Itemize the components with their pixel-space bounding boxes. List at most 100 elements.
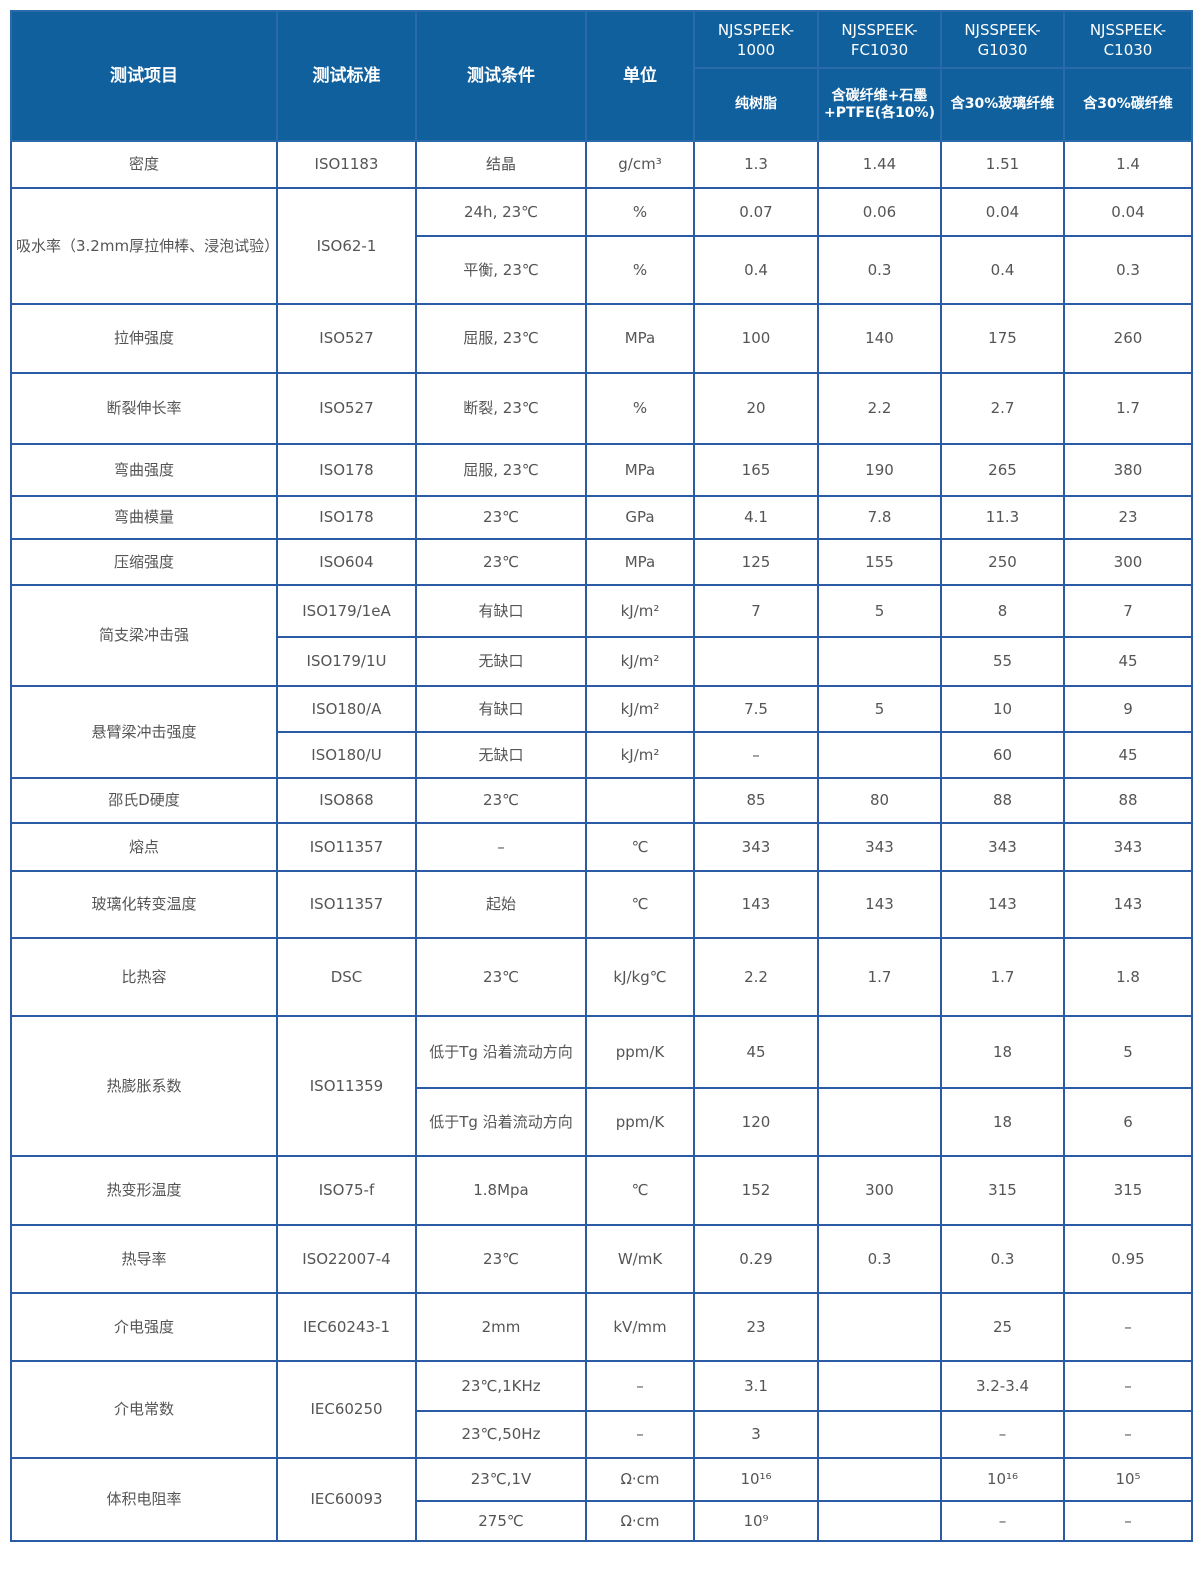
table-row: 密度 ISO1183 结晶 g/cm³ 1.3 1.44 1.51 1.4: [10, 140, 1193, 189]
test-item: 比热容: [10, 937, 278, 1017]
value-cell: 2.2: [817, 372, 942, 445]
test-condition: 屈服, 23℃: [415, 303, 587, 374]
table-row: 简支梁冲击强 ISO179/1eA 有缺口 kJ/m² 7 5 8 7: [10, 584, 1193, 687]
value-cell: –: [1063, 1500, 1193, 1542]
value-cell: 5: [1063, 1015, 1193, 1089]
table-row: 低于Tg 沿着流动方向 ppm/K 120 18 6: [11, 1087, 1193, 1157]
value-cell: 23: [693, 1292, 819, 1362]
value-cell: 1.8: [1063, 937, 1193, 1017]
test-item: 密度: [10, 140, 278, 189]
value-cell: 5: [817, 584, 942, 638]
test-standard: ISO1183: [276, 140, 417, 189]
table-row: 熔点 ISO11357– ℃ 343 343 343 343: [10, 822, 1193, 872]
test-standard: ISO179/1eA: [276, 584, 417, 638]
test-condition: 23℃: [415, 495, 587, 540]
value-cell: [817, 1087, 942, 1157]
table-row: 断裂伸长率 ISO527 断裂, 23℃% 20 2.2 2.7 1.7: [10, 372, 1193, 445]
test-standard: ISO11357: [276, 822, 417, 872]
test-standard: ISO868: [276, 777, 417, 824]
value-cell: 343: [693, 822, 819, 872]
test-standard: IEC60093: [276, 1457, 417, 1542]
value-cell: 3.1: [693, 1360, 819, 1412]
value-cell: 1.7: [940, 937, 1065, 1017]
test-standard: DSC: [276, 937, 417, 1017]
value-cell: 152: [693, 1155, 819, 1226]
test-condition: 屈服, 23℃: [415, 443, 587, 497]
header-model: NJSSPEEK-C1030: [1063, 10, 1193, 69]
value-cell: 0.29: [693, 1224, 819, 1294]
header-desc: 含30%碳纤维: [1063, 67, 1193, 142]
unit: g/cm³: [585, 140, 695, 189]
table-row: 热变形温度 ISO75-f 1.8Mpa ℃ 152 300 315 315: [10, 1155, 1193, 1226]
table-row: 弯曲模量 ISO178 23℃ GPa 4.1 7.8 11.3 23: [10, 495, 1193, 540]
value-cell: –: [1063, 1292, 1193, 1362]
test-standard: ISO178: [276, 495, 417, 540]
value-cell: [817, 731, 942, 779]
table-row: 比热容 DSC 23℃ kJ/kg℃ 2.2 1.7 1.7 1.8: [10, 937, 1193, 1017]
unit: %: [585, 235, 695, 305]
test-item: 介电强度: [10, 1292, 278, 1362]
test-condition: 起始: [415, 870, 587, 939]
header-desc: 含30%玻璃纤维: [940, 67, 1065, 142]
value-cell: 0.04: [940, 187, 1065, 237]
test-condition: 断裂, 23℃: [415, 372, 587, 445]
test-standard: ISO22007-4: [276, 1224, 417, 1294]
unit: ℃: [585, 870, 695, 939]
test-condition: 有缺口: [415, 584, 587, 638]
value-cell: 380: [1063, 443, 1193, 497]
value-cell: 10¹⁶: [693, 1457, 819, 1502]
table-row: 吸水率（3.2mm厚拉伸棒、浸泡试验） ISO62-1 24h, 23℃% 0.07 0…: [10, 187, 1193, 305]
value-cell: 260: [1063, 303, 1193, 374]
value-cell: [817, 1410, 942, 1459]
unit: ppm/K: [585, 1087, 695, 1157]
test-item: 压缩强度: [10, 538, 278, 586]
value-cell: 18: [940, 1015, 1065, 1089]
value-cell: 20: [693, 372, 819, 445]
test-standard: ISO62-1: [276, 187, 417, 305]
table-row: 体积电阻率 IEC60093 23℃,1V Ω·cm 10¹⁶ 10¹⁶ 10⁵: [10, 1457, 1193, 1542]
test-item: 玻璃化转变温度: [10, 870, 278, 939]
test-condition: 无缺口: [415, 731, 587, 779]
value-cell: 7: [693, 584, 819, 638]
header-model: NJSSPEEK-FC1030: [817, 10, 942, 69]
value-cell: 25: [940, 1292, 1065, 1362]
value-cell: 88: [940, 777, 1065, 824]
unit: Ω·cm: [585, 1500, 695, 1542]
value-cell: 5: [817, 685, 942, 733]
test-standard: IEC60243-1: [276, 1292, 417, 1362]
value-cell: 7: [1063, 584, 1193, 638]
unit: ℃: [585, 822, 695, 872]
table-row: 23℃,50Hz –3– –: [11, 1410, 1193, 1459]
test-standard: ISO180/U: [276, 731, 417, 779]
table-row: 邵氏D硬度 ISO868 23℃ 85 80 88 88: [10, 777, 1193, 824]
value-cell: [817, 1360, 942, 1412]
value-cell: 11.3: [940, 495, 1065, 540]
unit: –: [585, 1410, 695, 1459]
value-cell: 0.04: [1063, 187, 1193, 237]
test-item: 弯曲强度: [10, 443, 278, 497]
value-cell: 155: [817, 538, 942, 586]
value-cell: 88: [1063, 777, 1193, 824]
test-item: 熔点: [10, 822, 278, 872]
test-item: 热导率: [10, 1224, 278, 1294]
value-cell: 0.4: [940, 235, 1065, 305]
value-cell: 2.7: [940, 372, 1065, 445]
header-model: NJSSPEEK-G1030: [940, 10, 1065, 69]
value-cell: –: [693, 731, 819, 779]
test-condition: 无缺口: [415, 636, 587, 687]
unit: Ω·cm: [585, 1457, 695, 1502]
test-standard: ISO11357: [276, 870, 417, 939]
value-cell: 143: [940, 870, 1065, 939]
test-condition: 23℃,1V: [415, 1457, 587, 1502]
value-cell: –: [1063, 1360, 1193, 1412]
value-cell: 2.2: [693, 937, 819, 1017]
test-condition: 低于Tg 沿着流动方向: [415, 1087, 587, 1157]
unit: GPa: [585, 495, 695, 540]
test-standard: ISO180/A: [276, 685, 417, 733]
unit: kJ/m²: [585, 584, 695, 638]
value-cell: 143: [817, 870, 942, 939]
value-cell: 10⁹: [693, 1500, 819, 1542]
value-cell: 45: [1063, 636, 1193, 687]
value-cell: 1.7: [1063, 372, 1193, 445]
table-row: 介电强度 IEC60243-1 2mm kV/mm 23 25–: [10, 1292, 1193, 1362]
